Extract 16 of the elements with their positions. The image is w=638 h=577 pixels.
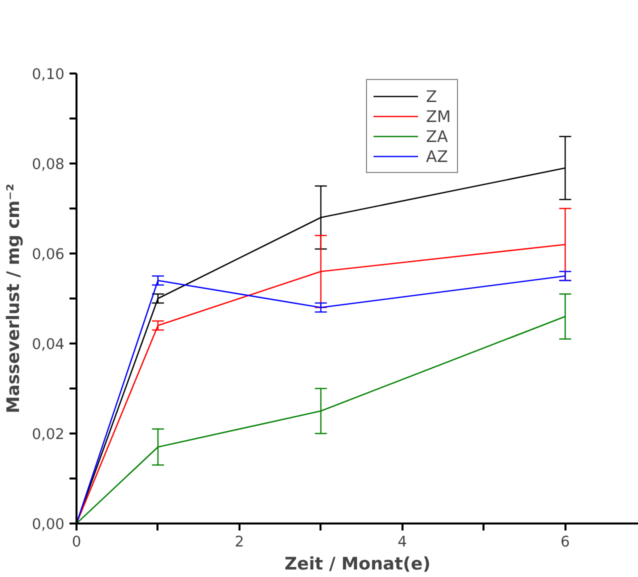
y-tick-label: 0,04 [32, 336, 65, 353]
x-axis-title: Zeit / Monat(e) [284, 554, 431, 574]
legend-label: ZM [426, 106, 451, 126]
legend-label: Z [426, 86, 438, 106]
y-tick-label: 0,06 [32, 246, 65, 263]
x-tick-label: 4 [398, 534, 407, 550]
y-tick-label: 0,02 [32, 426, 65, 443]
y-tick-label: 0,00 [32, 516, 65, 533]
x-tick-label: 2 [234, 534, 244, 550]
legend-label: ZA [426, 126, 448, 146]
x-tick-label: 0 [72, 534, 82, 550]
legend-label: AZ [426, 146, 448, 166]
y-axis-title: Masseverlust / mg cm⁻² [4, 184, 24, 414]
y-tick-label: 0,10 [32, 66, 65, 83]
x-tick-label: 6 [560, 534, 570, 550]
y-tick-label: 0,08 [32, 156, 65, 173]
